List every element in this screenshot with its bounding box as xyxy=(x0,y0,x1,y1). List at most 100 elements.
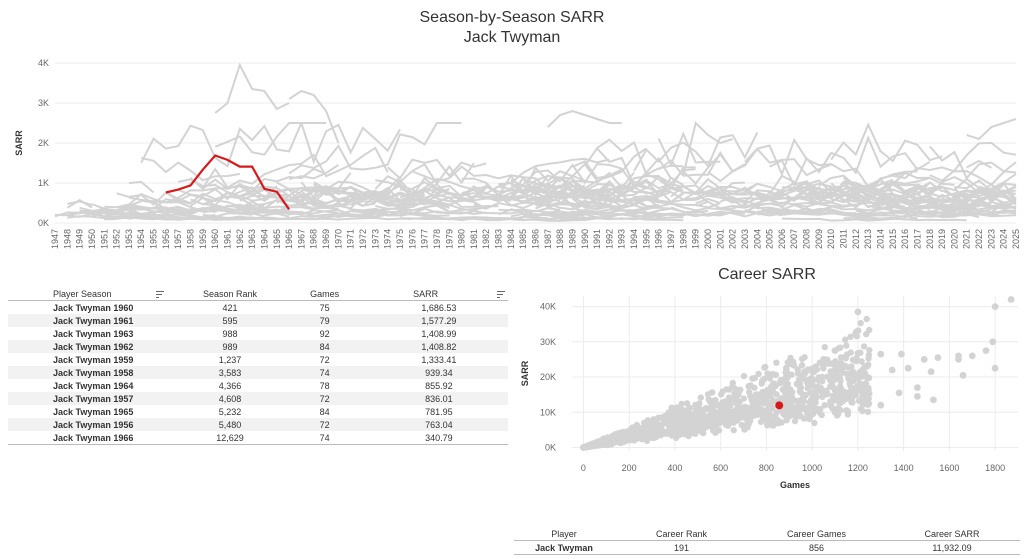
background-series-line xyxy=(510,212,585,218)
table-row[interactable]: Jack Twyman 1956 5,480 72 763.04 xyxy=(8,418,508,431)
scatter-point xyxy=(687,410,694,417)
header-games[interactable]: Games xyxy=(279,287,370,301)
background-series-line xyxy=(732,201,820,209)
background-series-group xyxy=(54,62,1017,222)
background-series-line xyxy=(214,62,290,114)
career-table-row[interactable]: Jack Twyman 191 856 11,932.09 xyxy=(514,540,1020,555)
scatter-point xyxy=(756,399,764,407)
background-series-line xyxy=(757,209,819,216)
x-tick-label: 2009 xyxy=(814,229,824,249)
scatter-point xyxy=(796,402,803,409)
x-tick-label: 1956 xyxy=(161,229,171,249)
background-series-line xyxy=(769,135,931,188)
scatter-point xyxy=(914,384,921,391)
scatter-point xyxy=(790,362,798,369)
games-cell: 72 xyxy=(319,354,330,365)
scatter-point xyxy=(708,422,715,429)
scatter-point xyxy=(715,427,723,434)
sarr-cell: 1,577.29 xyxy=(369,314,508,327)
sarr-cell: 1,408.82 xyxy=(369,340,508,353)
header-career-rank[interactable]: Career Rank xyxy=(614,527,749,541)
x-tick-label: 1979 xyxy=(444,229,454,249)
background-series-line xyxy=(399,212,548,220)
table-row[interactable]: Jack Twyman 1964 4,366 78 855.92 xyxy=(8,379,508,392)
header-player-season[interactable]: Player Season xyxy=(8,287,181,301)
scatter-point xyxy=(742,414,749,421)
sarr-cell: 855.92 xyxy=(425,380,453,391)
scatter-point xyxy=(673,404,680,411)
x-tick-label: 1985 xyxy=(518,229,528,249)
scatter-point xyxy=(821,343,828,351)
table-row[interactable]: Jack Twyman 1961 595 79 1,577.29 xyxy=(8,314,508,327)
scatter-point xyxy=(991,303,999,310)
games-cell: 78 xyxy=(319,380,330,391)
table-row[interactable]: Jack Twyman 1958 3,583 74 939.34 xyxy=(8,366,508,379)
scatter-point xyxy=(740,372,748,380)
season-rank-cell: 3,583 xyxy=(180,366,280,379)
table-row[interactable]: Jack Twyman 1960 421 75 1,686.53 xyxy=(8,301,508,315)
x-tick-label: 1961 xyxy=(222,229,232,249)
table-row[interactable]: Jack Twyman 1959 1,237 72 1,333.41 xyxy=(8,353,508,366)
scatter-point xyxy=(759,413,766,421)
background-points-group xyxy=(580,296,1015,451)
player-season-cell: Jack Twyman 1964 xyxy=(53,380,134,391)
scatter-point xyxy=(696,413,703,420)
scatter-point xyxy=(745,420,752,428)
scatter-point xyxy=(633,424,640,432)
sort-icon[interactable] xyxy=(496,290,505,298)
x-tick-label: 1986 xyxy=(531,229,541,249)
career-scatter-chart[interactable]: 0 200 400 600 800 1000 1200 1400 1600 1800 0K 10K 20… xyxy=(510,288,1024,498)
table-row[interactable]: Jack Twyman 1966 12,629 74 340.79 xyxy=(8,431,508,445)
x-tick-label: 1965 xyxy=(272,229,282,249)
scatter-point xyxy=(684,425,691,432)
scatter-point xyxy=(658,422,665,429)
table-row[interactable]: Jack Twyman 1957 4,608 72 836.01 xyxy=(8,392,508,405)
scatter-point xyxy=(722,398,729,405)
scatter-point xyxy=(991,364,999,372)
scatter-point xyxy=(740,395,747,402)
scatter-point xyxy=(888,366,896,374)
scatter-point xyxy=(734,417,741,424)
background-series-line xyxy=(424,192,512,203)
scatter-point xyxy=(842,395,850,402)
sort-icon[interactable] xyxy=(156,290,165,298)
games-cell: 74 xyxy=(279,366,370,379)
background-series-line xyxy=(350,210,487,219)
scatter-point xyxy=(804,366,811,373)
header-career-games[interactable]: Career Games xyxy=(749,527,884,541)
scatter-point xyxy=(664,416,671,423)
background-series-line xyxy=(214,122,401,165)
x-tick-label: 1954 xyxy=(136,229,146,249)
table-row[interactable]: Jack Twyman 1965 5,232 84 781.95 xyxy=(8,405,508,418)
scatter-point xyxy=(712,409,719,417)
scatter-point xyxy=(759,388,766,396)
header-sarr[interactable]: SARR xyxy=(369,287,508,301)
table-row[interactable]: Jack Twyman 1963 988 92 1,408.99 xyxy=(8,327,508,340)
scatter-point xyxy=(775,420,782,427)
scatter-point xyxy=(820,356,827,363)
sarr-cell: 1,408.99 xyxy=(421,328,457,339)
table-row[interactable]: Jack Twyman 1962 989 84 1,408.82 xyxy=(8,340,508,353)
scatter-point xyxy=(770,398,777,405)
background-series-line xyxy=(227,185,278,200)
scatter-point xyxy=(666,426,673,434)
scatter-point xyxy=(833,389,841,396)
background-series-line xyxy=(140,157,240,182)
background-series-line xyxy=(954,193,980,199)
scatter-point xyxy=(723,404,731,411)
header-player[interactable]: Player xyxy=(514,527,614,541)
header-career-sarr[interactable]: Career SARR xyxy=(884,527,1020,541)
scatter-point xyxy=(758,380,765,387)
background-series-line xyxy=(66,198,93,209)
x-tick-label: 1987 xyxy=(543,229,553,249)
scatter-point xyxy=(858,358,865,365)
background-series-line xyxy=(818,170,918,188)
scatter-point xyxy=(770,421,777,428)
scatter-point xyxy=(613,438,620,445)
header-season-rank[interactable]: Season Rank xyxy=(180,287,280,301)
player-season-cell: Jack Twyman 1960 xyxy=(53,302,134,313)
background-series-line xyxy=(498,179,672,202)
scatter-point xyxy=(731,396,738,403)
y-tick-label: 10K xyxy=(540,407,556,417)
